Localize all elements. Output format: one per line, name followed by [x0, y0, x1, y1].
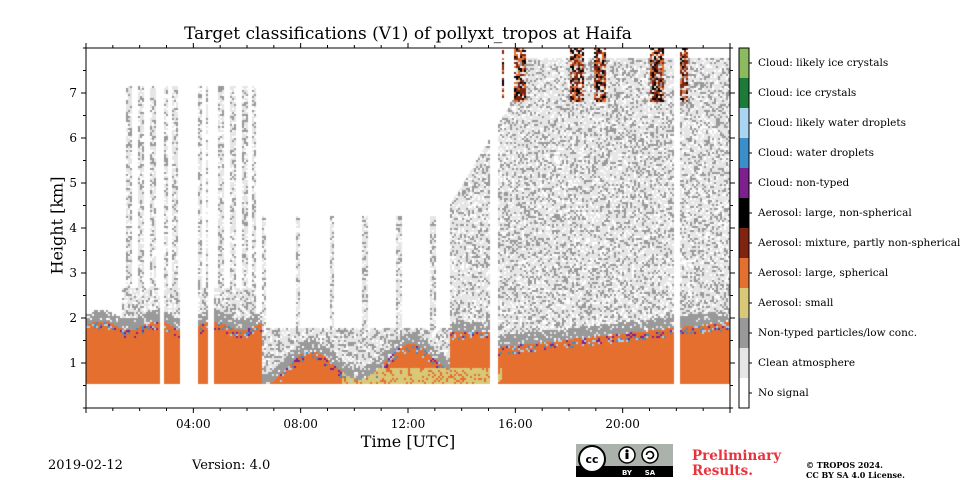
legend-swatch [739, 198, 749, 228]
legend-swatch [739, 348, 749, 378]
x-axis-label: Time [UTC] [360, 432, 456, 451]
legend-label: Cloud: likely ice crystals [758, 57, 889, 69]
cc-icon-text: cc [585, 453, 598, 466]
legend-label: Aerosol: mixture, partly non-spherical [758, 237, 960, 249]
preliminary-line-2: Results. [692, 463, 753, 479]
sa-text: SA [645, 469, 656, 477]
by-text: BY [622, 469, 633, 477]
y-tick-label: 4 [69, 221, 77, 235]
legend-swatch [739, 168, 749, 198]
legend-swatch [739, 48, 749, 78]
legend-swatch [739, 78, 749, 108]
legend-label: Cloud: likely water droplets [758, 117, 906, 129]
legend-label: Cloud: non-typed [758, 177, 850, 189]
date-label: 2019-02-12 [48, 458, 123, 473]
x-tick-label: 04:00 [176, 417, 211, 431]
cc-badge-strip [576, 466, 673, 477]
y-axis-label: Height [km] [47, 176, 67, 275]
y-tick-label: 3 [69, 266, 77, 280]
legend-label: Clean atmosphere [758, 357, 856, 369]
legend-swatch [739, 108, 749, 138]
legend-label: Non-typed particles/low conc. [758, 327, 918, 339]
preliminary-notice: Preliminary Results. [692, 449, 781, 479]
copyright-line-1: © TROPOS 2024. [806, 460, 883, 470]
cc-license-logo: cc BY SA [576, 444, 673, 477]
preliminary-line-1: Preliminary [692, 448, 782, 464]
y-tick-label: 1 [69, 356, 77, 370]
y-tick-label: 5 [69, 176, 77, 190]
legend-swatch [739, 228, 749, 258]
x-tick-label: 12:00 [391, 417, 426, 431]
x-axis: 04:00 08:00 12:00 16:00 20:00 [85, 43, 731, 431]
legend-swatch [739, 288, 749, 318]
legend-label: Aerosol: large, non-spherical [758, 207, 912, 219]
plot-area [86, 48, 730, 408]
classification-field [86, 48, 730, 408]
x-tick-label: 08:00 [283, 417, 318, 431]
y-tick-label: 2 [69, 311, 77, 325]
sa-icon [641, 446, 659, 464]
y-axis: 1 2 3 4 5 6 7 [69, 47, 735, 409]
cc-icon [578, 445, 606, 473]
copyright-notice: © TROPOS 2024. CC BY SA 4.0 License. [806, 460, 905, 480]
legend-label: Cloud: ice crystals [758, 87, 857, 99]
legend-swatch [739, 138, 749, 168]
copyright-line-2: CC BY SA 4.0 License. [806, 470, 905, 480]
x-tick-label: 20:00 [605, 417, 640, 431]
legend-label: Aerosol: large, spherical [758, 267, 889, 279]
version-label: Version: 4.0 [192, 458, 271, 473]
y-tick-label: 6 [69, 131, 77, 145]
y-tick-label: 7 [69, 86, 77, 100]
legend-label: Aerosol: small [758, 297, 834, 309]
legend-frame [738, 47, 750, 409]
legend-swatch [739, 378, 749, 408]
legend-colorbar [738, 47, 752, 409]
legend-label: No signal [758, 387, 809, 399]
legend-label: Cloud: water droplets [758, 147, 875, 159]
x-tick-label: 16:00 [498, 417, 533, 431]
legend-swatch [739, 318, 749, 348]
chart-title: Target classifications (V1) of pollyxt_t… [184, 24, 632, 44]
legend-swatch [739, 258, 749, 288]
